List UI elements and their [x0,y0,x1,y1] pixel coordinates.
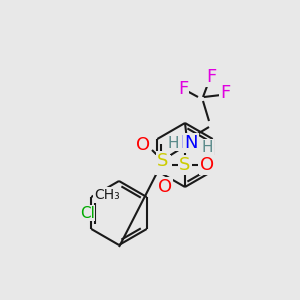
Text: O: O [156,156,170,174]
Text: N: N [180,134,194,152]
Text: S: S [157,152,169,170]
Text: O: O [158,178,172,196]
Text: H: H [167,136,179,151]
Text: Cl: Cl [80,206,95,220]
Text: O: O [136,136,150,154]
Text: H: H [201,140,213,154]
Text: CH₃: CH₃ [94,188,120,202]
Text: O: O [200,156,214,174]
Text: S: S [179,156,191,174]
Text: F: F [178,80,188,98]
Text: F: F [220,84,230,102]
Text: F: F [206,68,216,86]
Text: N: N [184,134,198,152]
